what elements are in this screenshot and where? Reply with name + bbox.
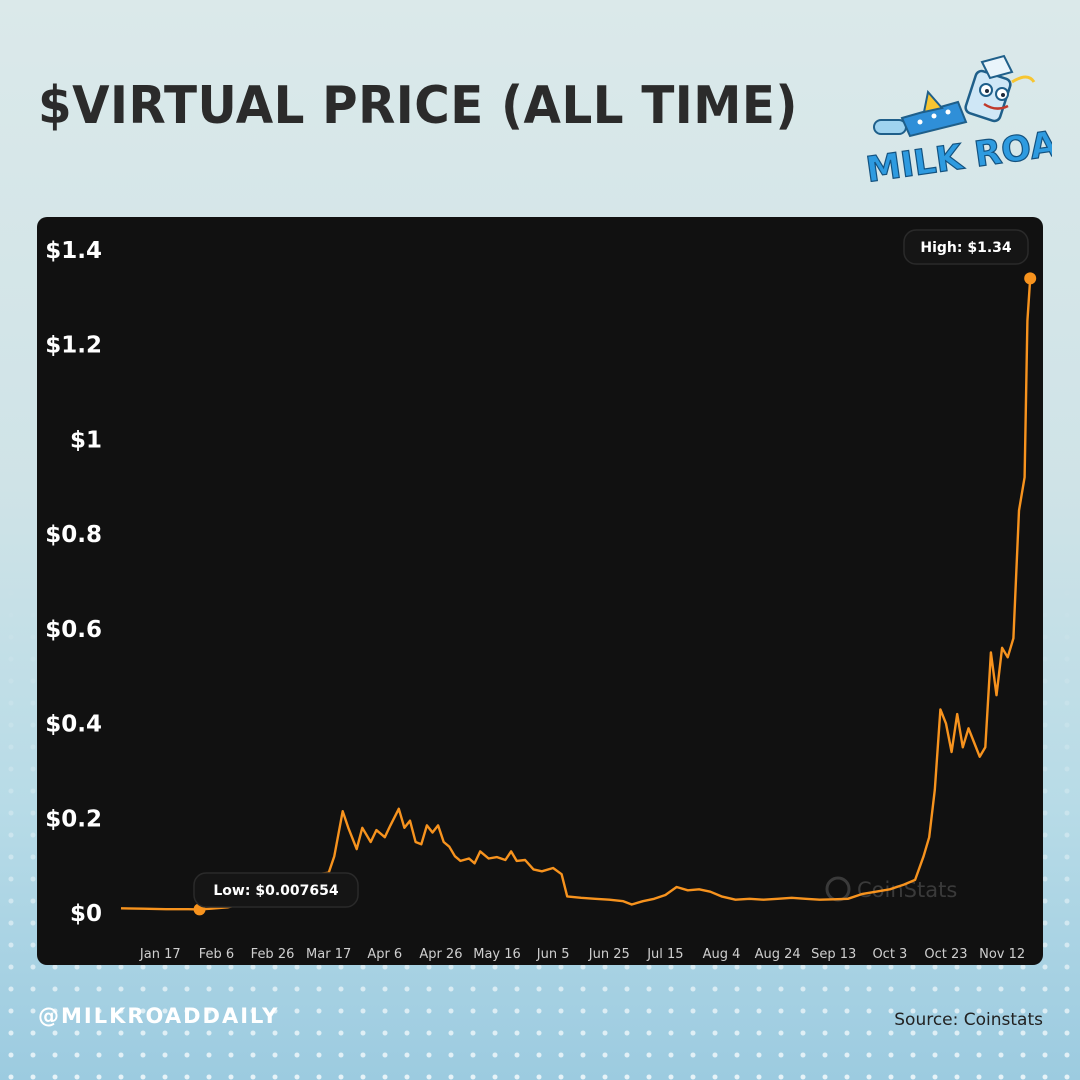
- social-handle: @MILKROADDAILY: [38, 1004, 280, 1028]
- x-tick-label: Oct 23: [924, 947, 967, 962]
- x-tick-label: Aug 24: [755, 947, 801, 962]
- watermark-label: CoinStats: [857, 878, 957, 902]
- y-axis: $0 $0.2 $0.4 $0.6 $0.8 $1 $1.2 $1.4: [45, 238, 102, 927]
- y-tick-label: $0.8: [45, 522, 102, 548]
- y-tick-label: $0.4: [45, 712, 102, 738]
- page-title: $VIRTUAL PRICE (ALL TIME): [38, 76, 798, 136]
- x-axis: Jan 17 Feb 6 Feb 26 Mar 17 Apr 6 Apr 26 May 16…: [139, 947, 1025, 962]
- x-tick-label: Oct 3: [872, 947, 907, 962]
- y-tick-label: $0: [70, 901, 102, 927]
- high-label: High: $1.34: [920, 240, 1012, 256]
- price-chart: $0 $0.2 $0.4 $0.6 $0.8 $1 $1.2 $1.4 Jan 17 Feb 6…: [45, 229, 1037, 962]
- x-tick-label: Jul 15: [646, 947, 683, 962]
- chart-panel: $0 $0.2 $0.4 $0.6 $0.8 $1 $1.2 $1.4 Jan 17 Feb 6…: [37, 217, 1043, 965]
- milk-carton-mascot-icon: MILK ROAD: [863, 54, 1080, 191]
- high-pill: [903, 229, 1029, 265]
- price-line: [120, 278, 1032, 911]
- x-tick-label: Jan 17: [139, 947, 181, 962]
- low-marker: Low: $0.007654: [193, 872, 359, 916]
- milk-road-logo: MILK ROAD: [862, 52, 1080, 191]
- x-tick-label: Aug 4: [703, 947, 741, 962]
- high-marker: High: $1.34: [903, 229, 1037, 285]
- low-pill: [193, 872, 359, 908]
- x-tick-label: Jun 5: [536, 947, 570, 962]
- x-tick-label: Mar 17: [306, 947, 351, 962]
- x-tick-label: Jun 25: [588, 947, 630, 962]
- x-tick-label: Nov 12: [979, 947, 1025, 962]
- y-tick-label: $1.4: [45, 238, 102, 264]
- x-tick-label: Sep 13: [811, 947, 856, 962]
- low-label: Low: $0.007654: [213, 883, 338, 899]
- x-tick-label: Feb 26: [251, 947, 295, 962]
- high-point: [1024, 272, 1037, 285]
- source-credit: Source: Coinstats: [894, 1010, 1043, 1030]
- y-tick-label: $1: [70, 427, 102, 453]
- y-tick-label: $1.2: [45, 333, 102, 359]
- y-tick-label: $0.2: [45, 806, 102, 832]
- x-tick-label: Apr 6: [367, 947, 402, 962]
- x-tick-label: Apr 26: [419, 947, 462, 962]
- x-tick-label: May 16: [473, 947, 521, 962]
- x-tick-label: Feb 6: [199, 947, 234, 962]
- y-tick-label: $0.6: [45, 617, 102, 643]
